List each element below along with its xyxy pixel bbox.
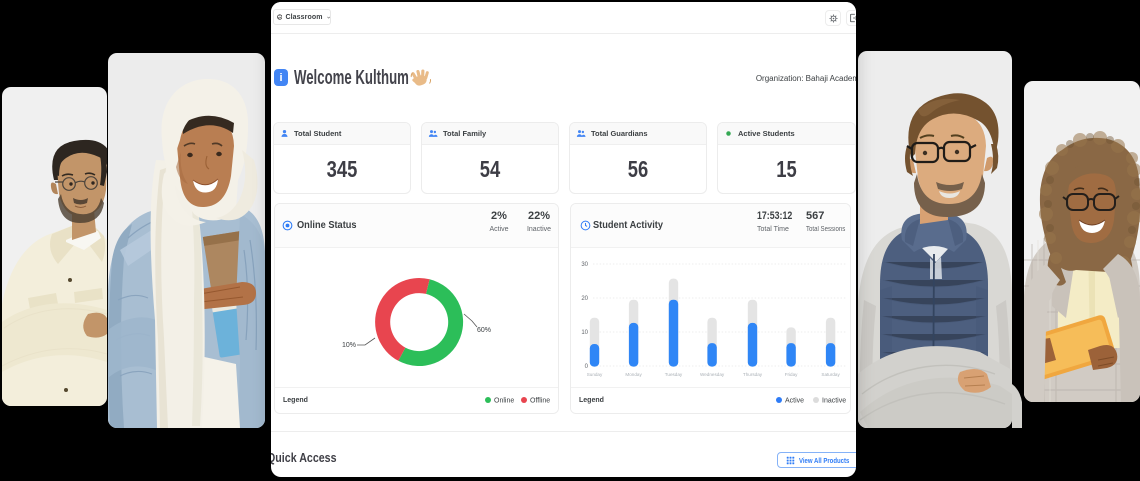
svg-text:Tuesday: Tuesday	[665, 372, 683, 377]
svg-text:20: 20	[581, 296, 588, 302]
svg-text:Friday: Friday	[785, 372, 798, 377]
svg-text:Monday: Monday	[625, 372, 642, 377]
svg-text:Saturday: Saturday	[821, 372, 840, 377]
svg-text:30: 30	[581, 262, 588, 268]
svg-text:0: 0	[585, 364, 589, 370]
svg-text:Wednesday: Wednesday	[700, 372, 725, 377]
svg-text:Sunday: Sunday	[587, 372, 603, 377]
svg-text:Thursday: Thursday	[743, 372, 763, 377]
svg-text:60%: 60%	[477, 327, 491, 334]
svg-text:10: 10	[581, 330, 588, 336]
svg-text:10%: 10%	[342, 342, 356, 349]
